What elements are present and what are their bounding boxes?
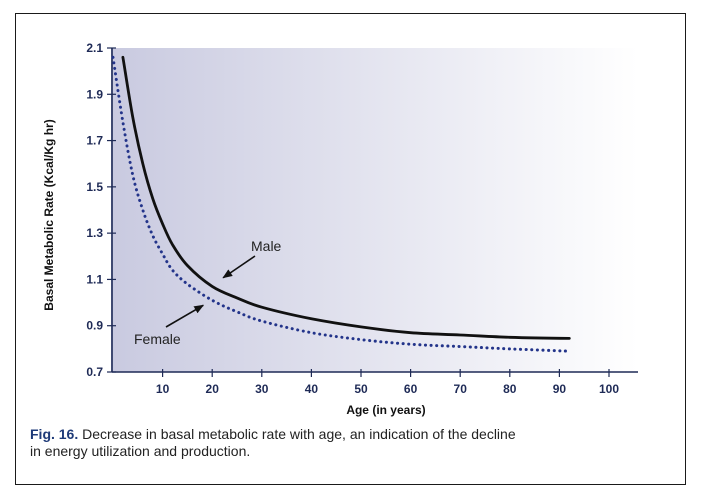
- annotation-arrow-female: [165, 304, 205, 328]
- series-line-female: [111, 55, 571, 353]
- y-tick-label: 1.5: [86, 180, 103, 194]
- x-tick-label: 60: [404, 382, 418, 396]
- y-axis-title: Basal Metabolic Rate (Kcal/Kg hr): [42, 119, 56, 310]
- figure-label: Fig. 16.: [30, 426, 79, 442]
- y-tick-label: 2.1: [86, 41, 103, 55]
- x-tick-label: 100: [599, 382, 619, 396]
- plot-background: [111, 48, 638, 372]
- y-tick-label: 0.9: [86, 319, 103, 333]
- x-tick-label: 20: [206, 382, 220, 396]
- x-tick-label: 30: [255, 382, 269, 396]
- x-tick-label: 50: [354, 382, 368, 396]
- x-axis-title: Age (in years): [346, 403, 425, 417]
- series-line-male: [121, 55, 571, 340]
- caption-line-2: in energy utilization and production.: [30, 443, 251, 459]
- annotation-male: Male: [251, 238, 282, 254]
- y-tick-label: 1.9: [86, 87, 103, 101]
- figure-caption: Fig. 16. Decrease in basal metabolic rat…: [30, 426, 660, 460]
- x-tick-label: 40: [305, 382, 319, 396]
- x-tick-label: 90: [553, 382, 567, 396]
- x-tick-label: 10: [156, 382, 170, 396]
- x-tick-label: 80: [503, 382, 517, 396]
- annotation-arrow-male: [222, 255, 256, 279]
- axes: 0.7 0.9 1.1 1.3 1.5 1.7 1.9 2.1 10 20 30 40 50 60 70 80…: [42, 41, 638, 417]
- y-tick-label: 1.1: [86, 272, 103, 286]
- caption-line-1: Decrease in basal metabolic rate with ag…: [82, 426, 516, 442]
- annotation-female: Female: [134, 331, 181, 347]
- y-tick-label: 1.3: [86, 226, 103, 240]
- y-tick-label: 0.7: [86, 365, 103, 379]
- annotations: Male Female: [134, 238, 282, 347]
- x-tick-label: 70: [454, 382, 468, 396]
- series-layer: [111, 55, 571, 353]
- y-tick-label: 1.7: [86, 134, 103, 148]
